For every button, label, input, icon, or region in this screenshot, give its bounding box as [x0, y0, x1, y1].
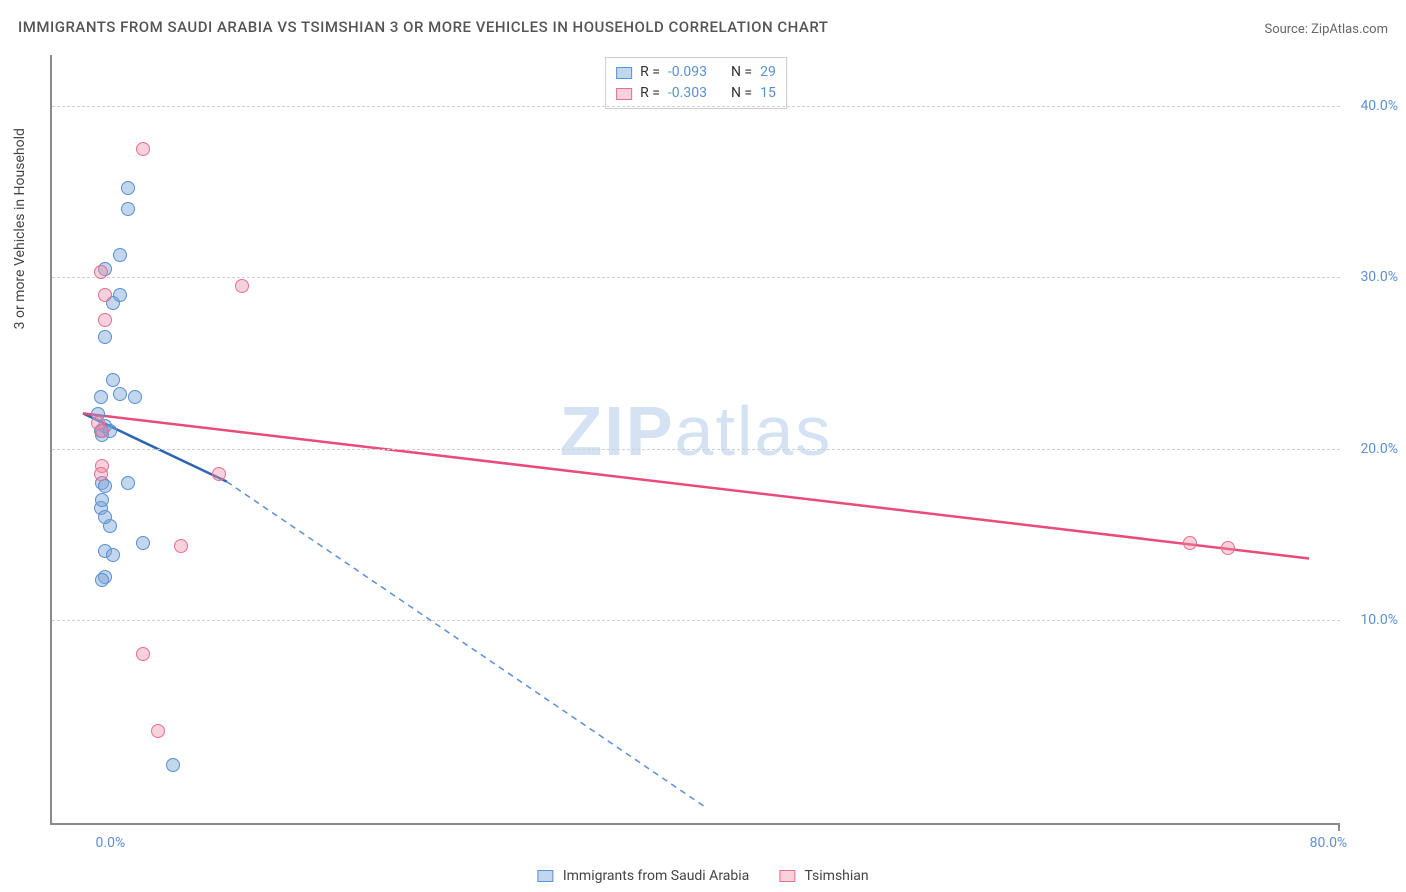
point-saudi: [121, 476, 135, 490]
point-saudi: [95, 493, 109, 507]
gridline: [52, 106, 1340, 107]
point-saudi: [121, 181, 135, 195]
n-value-2: 15: [760, 83, 776, 104]
ytick-label: 10.0%: [1360, 612, 1398, 628]
legend-item-1: Immigrants from Saudi Arabia: [537, 868, 749, 884]
n-label: N =: [731, 62, 752, 83]
point-tsimshian: [95, 424, 109, 438]
legend-swatch-1: [537, 870, 553, 882]
chart-plot-area: ZIPatlas R = -0.093 N = 29 R = -0.303 N …: [50, 55, 1340, 825]
source-attribution: Source: ZipAtlas.com: [1264, 22, 1388, 37]
watermark-light: atlas: [675, 392, 833, 470]
n-label: N =: [731, 83, 752, 104]
point-saudi: [98, 479, 112, 493]
point-tsimshian: [98, 288, 112, 302]
point-saudi: [98, 330, 112, 344]
point-tsimshian: [151, 724, 165, 738]
swatch-series-1: [616, 67, 632, 79]
point-tsimshian: [98, 313, 112, 327]
trendlines-layer: [52, 55, 1340, 823]
x-axis-end-tick: [1338, 823, 1340, 831]
y-axis-label: 3 or more Vehicles in Household: [12, 128, 28, 329]
point-saudi: [113, 248, 127, 262]
r-value-2: -0.303: [668, 83, 707, 104]
point-saudi: [95, 573, 109, 587]
point-tsimshian: [174, 539, 188, 553]
point-tsimshian: [1221, 541, 1235, 555]
n-value-1: 29: [760, 62, 776, 83]
watermark-bold: ZIP: [560, 392, 675, 470]
point-saudi: [128, 390, 142, 404]
point-saudi: [106, 548, 120, 562]
gridline: [52, 620, 1340, 621]
point-saudi: [136, 536, 150, 550]
point-saudi: [121, 202, 135, 216]
point-tsimshian: [94, 467, 108, 481]
point-tsimshian: [136, 142, 150, 156]
gridline: [52, 277, 1340, 278]
legend-label-1: Immigrants from Saudi Arabia: [563, 868, 749, 884]
point-tsimshian: [1183, 536, 1197, 550]
xtick-label: 0.0%: [96, 835, 126, 851]
r-label: R =: [640, 83, 660, 104]
xtick-label: 80.0%: [1310, 835, 1348, 851]
legend: Immigrants from Saudi Arabia Tsimshian: [537, 868, 868, 884]
ytick-label: 40.0%: [1360, 98, 1398, 114]
ytick-label: 20.0%: [1360, 441, 1398, 457]
point-saudi: [113, 288, 127, 302]
point-saudi: [113, 387, 127, 401]
legend-item-2: Tsimshian: [779, 868, 868, 884]
r-label: R =: [640, 62, 660, 83]
point-tsimshian: [212, 467, 226, 481]
point-tsimshian: [136, 647, 150, 661]
point-tsimshian: [235, 279, 249, 293]
point-saudi: [106, 373, 120, 387]
gridline: [52, 449, 1340, 450]
stats-row-series-2: R = -0.303 N = 15: [616, 83, 776, 104]
point-saudi: [166, 758, 180, 772]
legend-swatch-2: [779, 870, 795, 882]
legend-label-2: Tsimshian: [804, 868, 868, 884]
swatch-series-2: [616, 88, 632, 100]
watermark: ZIPatlas: [560, 391, 833, 471]
chart-title: IMMIGRANTS FROM SAUDI ARABIA VS TSIMSHIA…: [18, 18, 828, 36]
r-value-1: -0.093: [668, 62, 707, 83]
point-saudi: [94, 390, 108, 404]
point-tsimshian: [94, 265, 108, 279]
ytick-label: 30.0%: [1360, 269, 1398, 285]
point-saudi: [98, 510, 112, 524]
correlation-stats-box: R = -0.093 N = 29 R = -0.303 N = 15: [605, 57, 787, 109]
stats-row-series-1: R = -0.093 N = 29: [616, 62, 776, 83]
